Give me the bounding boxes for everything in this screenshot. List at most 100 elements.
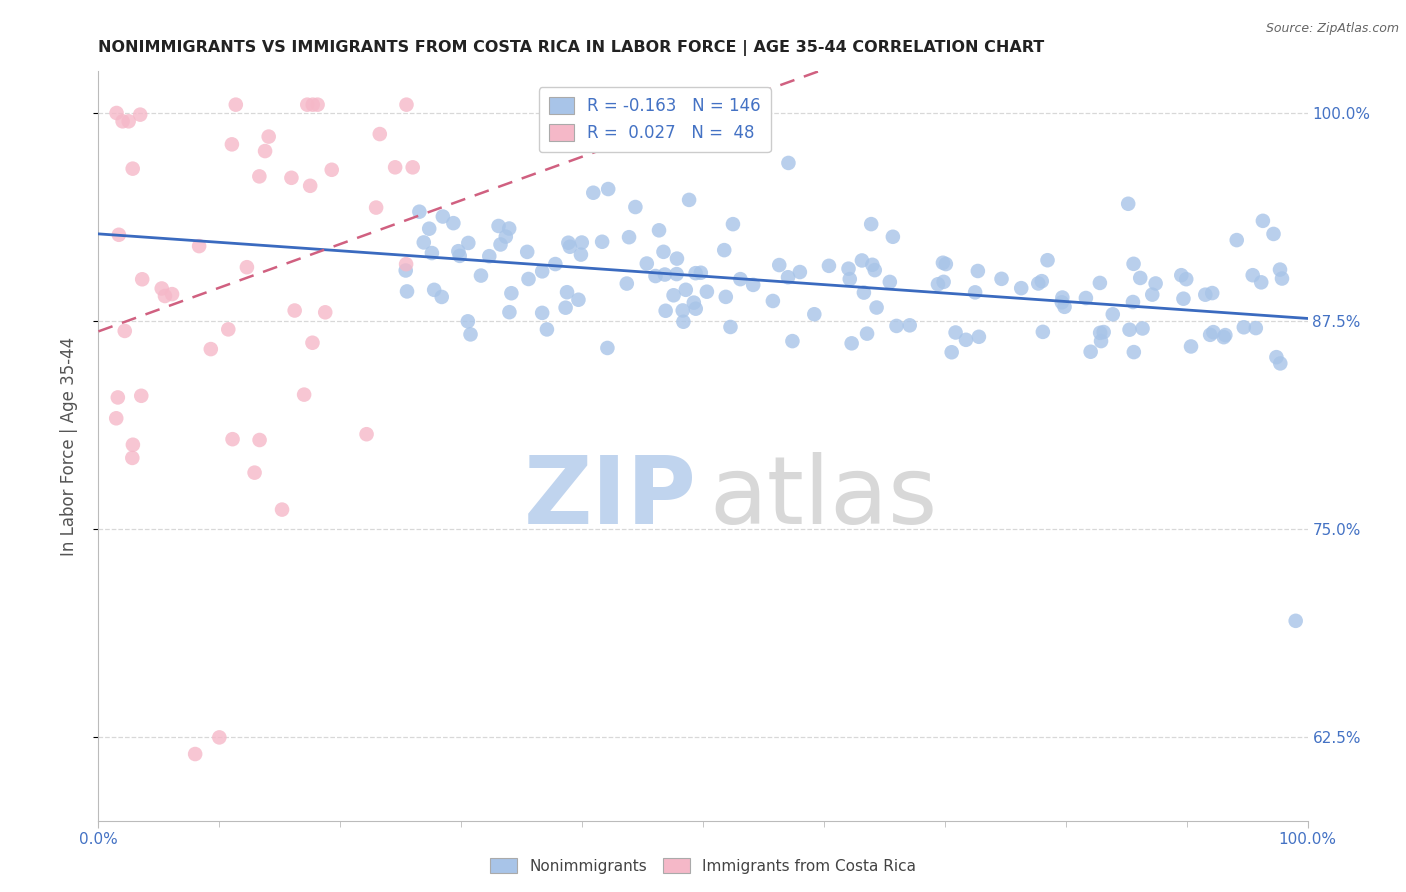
Point <box>654 268 676 282</box>
Point <box>412 235 434 250</box>
Point <box>292 387 315 401</box>
Point <box>762 293 785 308</box>
Point <box>447 244 470 259</box>
Point <box>498 221 520 235</box>
Point <box>1170 268 1192 283</box>
Point <box>648 223 671 237</box>
Point <box>730 272 752 286</box>
Point <box>121 450 143 465</box>
Point <box>966 264 988 278</box>
Point <box>851 253 873 268</box>
Point <box>105 411 128 425</box>
Point <box>1080 344 1102 359</box>
Point <box>1101 307 1123 321</box>
Point <box>665 267 688 281</box>
Point <box>536 322 558 336</box>
Point <box>544 257 567 271</box>
Point <box>927 277 949 292</box>
Point <box>945 326 967 340</box>
Point <box>1132 321 1154 335</box>
Point <box>307 97 329 112</box>
Point <box>860 217 883 231</box>
Point <box>714 290 737 304</box>
Point <box>1122 295 1144 310</box>
Point <box>1201 286 1223 301</box>
Point <box>402 161 425 175</box>
Point <box>1026 277 1049 291</box>
Point <box>208 731 231 745</box>
Point <box>685 266 707 280</box>
Point <box>567 293 589 307</box>
Point <box>488 219 510 233</box>
Point <box>1175 272 1198 286</box>
Point <box>1052 291 1074 305</box>
Point <box>1194 287 1216 301</box>
Point <box>1090 334 1112 348</box>
Point <box>742 277 765 292</box>
Point <box>1226 233 1249 247</box>
Point <box>457 235 479 250</box>
Point <box>1250 276 1272 290</box>
Point <box>1241 268 1264 283</box>
Y-axis label: In Labor Force | Age 35-44: In Labor Force | Age 35-44 <box>59 336 77 556</box>
Point <box>1129 271 1152 285</box>
Point <box>721 217 744 231</box>
Point <box>131 272 153 286</box>
Point <box>249 433 271 447</box>
Point <box>517 272 540 286</box>
Point <box>1265 350 1288 364</box>
Point <box>1118 323 1140 337</box>
Point <box>284 303 307 318</box>
Point <box>188 239 211 253</box>
Point <box>636 256 658 270</box>
Point <box>314 305 336 319</box>
Point <box>107 391 129 405</box>
Point <box>837 261 859 276</box>
Point <box>941 345 963 359</box>
Point <box>395 97 418 112</box>
Point <box>257 129 280 144</box>
Point <box>882 229 904 244</box>
Point <box>301 97 323 112</box>
Text: Source: ZipAtlas.com: Source: ZipAtlas.com <box>1265 22 1399 36</box>
Point <box>153 289 176 303</box>
Point <box>1122 257 1144 271</box>
Point <box>160 287 183 301</box>
Point <box>591 235 613 249</box>
Point <box>236 260 259 275</box>
Point <box>932 275 955 289</box>
Point <box>654 303 676 318</box>
Point <box>1074 291 1097 305</box>
Legend: R = -0.163   N = 146, R =  0.027   N =  48: R = -0.163 N = 146, R = 0.027 N = 48 <box>538 87 770 152</box>
Point <box>598 182 620 196</box>
Point <box>441 216 464 230</box>
Point <box>489 237 512 252</box>
Point <box>478 249 501 263</box>
Point <box>863 263 886 277</box>
Point <box>860 258 883 272</box>
Point <box>1215 328 1237 343</box>
Point <box>271 502 294 516</box>
Point <box>818 259 841 273</box>
Point <box>418 221 440 235</box>
Point <box>672 315 695 329</box>
Point <box>932 256 955 270</box>
Point <box>935 257 957 271</box>
Point <box>457 314 479 328</box>
Point <box>803 307 825 321</box>
Text: NONIMMIGRANTS VS IMMIGRANTS FROM COSTA RICA IN LABOR FORCE | AGE 35-44 CORRELATI: NONIMMIGRANTS VS IMMIGRANTS FROM COSTA R… <box>98 40 1045 56</box>
Point <box>1270 356 1292 370</box>
Point <box>865 301 887 315</box>
Point <box>225 97 247 112</box>
Point <box>672 303 695 318</box>
Point <box>1092 325 1115 339</box>
Point <box>838 272 860 286</box>
Point <box>675 283 697 297</box>
Point <box>1142 287 1164 301</box>
Point <box>470 268 492 283</box>
Point <box>782 334 804 348</box>
Point <box>789 265 811 279</box>
Point <box>423 283 446 297</box>
Point <box>852 285 875 300</box>
Point <box>420 246 443 260</box>
